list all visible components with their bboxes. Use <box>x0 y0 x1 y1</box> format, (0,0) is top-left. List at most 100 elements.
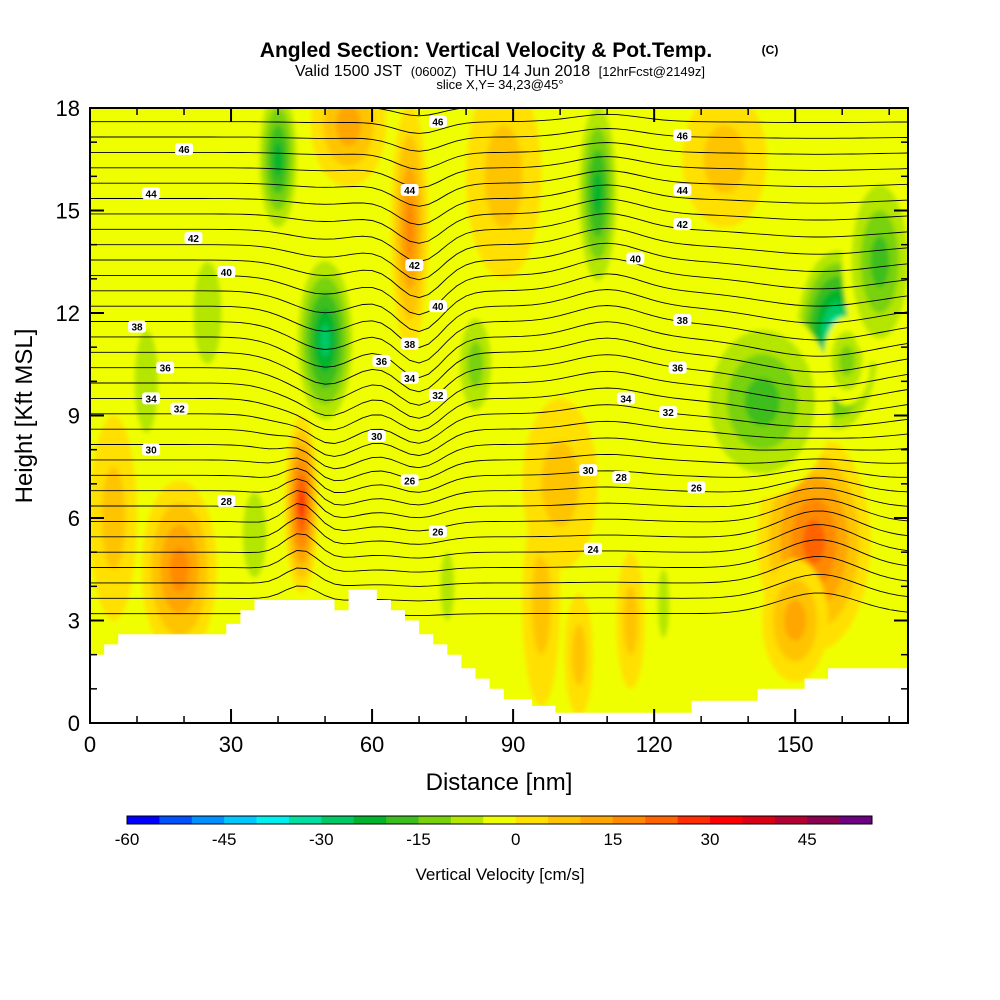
velocity-cell <box>744 377 780 426</box>
theta-contour-line <box>90 420 908 457</box>
contour-label: 36 <box>156 361 175 375</box>
contour-label-text: 36 <box>160 364 172 375</box>
vertical-velocity-field <box>90 108 908 723</box>
theta-contour-line <box>90 198 908 244</box>
title-copyright-mark: (C) <box>762 43 779 57</box>
y-tick-label: 3 <box>68 609 80 634</box>
contour-label: 28 <box>217 494 236 508</box>
terrain-mask <box>90 589 908 723</box>
velocity-cell <box>404 196 415 259</box>
velocity-cell <box>531 552 551 655</box>
x-tick-label: 0 <box>84 732 96 757</box>
contour-label: 32 <box>170 402 189 416</box>
velocity-cell <box>193 261 222 365</box>
contour-label-text: 26 <box>432 528 444 539</box>
chart-title: Angled Section: Vertical Velocity & Pot.… <box>260 39 712 62</box>
theta-contour-line <box>90 404 908 444</box>
y-tick-label: 15 <box>56 199 80 224</box>
velocity-cell <box>242 492 267 578</box>
contour-label: 42 <box>673 218 692 231</box>
subtitle-forecast: [12hrFcst@2149z] <box>599 64 705 79</box>
theta-contour-line <box>90 354 908 406</box>
colorbar-swatch <box>353 816 387 824</box>
subtitle-date: THU 14 Jun 2018 <box>465 63 591 80</box>
chart-subtitle: Valid 1500 JST (0600Z) THU 14 Jun 2018 [… <box>295 63 705 80</box>
contour-label: 40 <box>428 300 447 313</box>
contour-label-text: 44 <box>146 189 158 200</box>
contour-label-text: 30 <box>146 446 158 457</box>
x-tick-label: 150 <box>777 732 814 757</box>
velocity-cell <box>273 142 283 177</box>
colorbar-tick-label: 15 <box>603 830 622 849</box>
contour-label: 42 <box>405 259 424 272</box>
subtitle-valid: Valid 1500 JST <box>295 63 403 80</box>
velocity-cell <box>484 125 523 228</box>
theta-contour-line <box>90 370 908 419</box>
contour-label-text: 28 <box>221 497 233 508</box>
subtitle-utc: (0600Z) <box>411 64 457 79</box>
theta-contour-line <box>90 467 908 494</box>
colorbar-swatch <box>224 816 257 824</box>
contour-label: 32 <box>659 406 678 419</box>
contour-label: 38 <box>128 320 147 334</box>
contour-label: 26 <box>428 525 447 539</box>
contour-label: 34 <box>616 392 635 405</box>
contour-label: 46 <box>673 129 692 142</box>
colorbar-swatch <box>548 816 581 824</box>
colorbar-swatch <box>127 816 160 824</box>
theta-contour-line <box>90 387 908 432</box>
theta-contour-line <box>90 556 908 587</box>
contour-label-text: 42 <box>409 261 421 272</box>
velocity-cell <box>870 236 890 288</box>
x-tick-label: 30 <box>219 732 243 757</box>
contour-label-text: 32 <box>432 391 444 402</box>
y-tick-label: 6 <box>68 506 80 531</box>
theta-contour-line <box>90 524 908 559</box>
colorbar-tick-label: -30 <box>309 830 334 849</box>
theta-contour-line <box>90 113 908 134</box>
contour-label: 38 <box>673 313 692 327</box>
colorbar-tick-label: 45 <box>798 830 817 849</box>
theta-contour-line <box>90 437 908 470</box>
potential-temperature-contours <box>90 108 908 617</box>
x-tick-label: 90 <box>501 732 525 757</box>
contour-label: 42 <box>184 231 203 245</box>
x-tick-label: 120 <box>636 732 673 757</box>
theta-contour-line <box>90 227 908 281</box>
contour-label-text: 40 <box>221 268 233 279</box>
contour-label: 30 <box>142 443 161 457</box>
contour-label-text: 24 <box>587 545 599 556</box>
colorbar-swatch <box>450 816 484 824</box>
contour-label: 36 <box>372 354 391 368</box>
colorbar-swatch <box>710 816 743 824</box>
contour-label: 44 <box>400 184 419 197</box>
contour-label-text: 36 <box>672 364 684 375</box>
colorbar-frame <box>126 815 873 825</box>
theta-contour-line <box>90 592 908 617</box>
velocity-cell <box>101 466 126 570</box>
theta-contour-line <box>90 337 908 393</box>
contour-label-text: 34 <box>620 394 632 405</box>
theta-contour-line <box>90 477 908 506</box>
contour-label-text: 26 <box>404 476 416 487</box>
colorbar-swatch <box>256 816 290 824</box>
theta-contour-line <box>90 305 908 364</box>
theta-contour-line <box>90 142 908 170</box>
velocity-cell <box>571 623 587 686</box>
contour-label-text: 42 <box>677 220 689 231</box>
colorbar-swatch <box>515 816 549 824</box>
x-tick-label: 60 <box>360 732 384 757</box>
contour-label-text: 32 <box>174 405 186 416</box>
contour-label-text: 46 <box>432 118 444 129</box>
colorbar-swatch <box>839 816 873 824</box>
velocity-cell <box>623 586 638 655</box>
theta-contour-line <box>90 510 908 545</box>
contour-label-text: 26 <box>691 483 703 494</box>
contour-label: 26 <box>687 481 706 494</box>
contour-label: 34 <box>400 371 419 385</box>
theta-contour-line <box>90 498 908 532</box>
colorbar-swatch <box>288 816 322 824</box>
contour-label: 34 <box>142 392 161 405</box>
velocity-cell <box>169 547 189 592</box>
